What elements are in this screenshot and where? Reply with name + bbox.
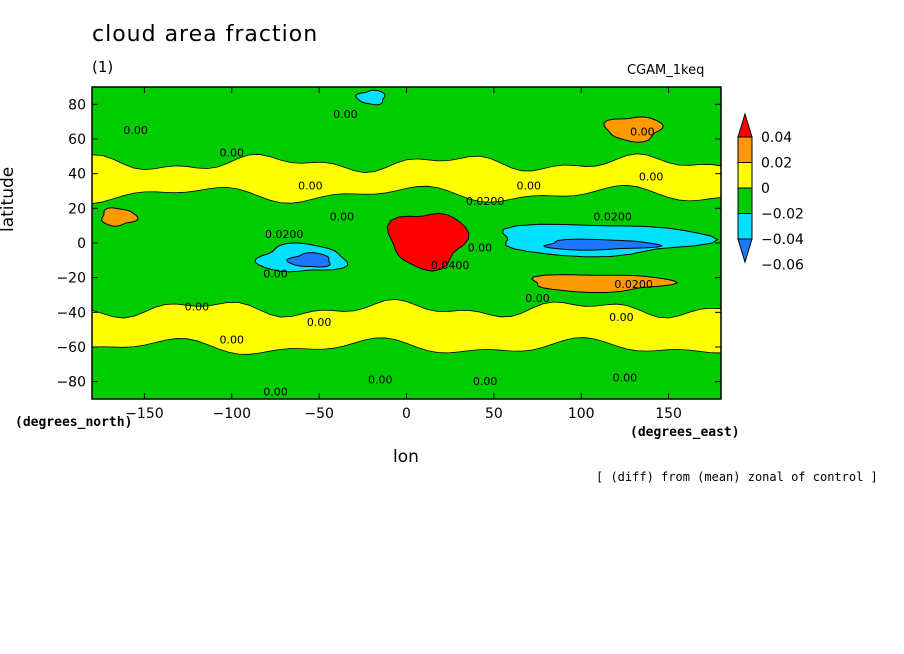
contour-label: 0.0200 (466, 195, 505, 208)
x-tick-label: 100 (568, 406, 595, 422)
contour-label: 0.00 (263, 386, 288, 399)
y-tick-label: 80 (68, 97, 86, 113)
contour-label: 0.00 (333, 108, 358, 121)
x-axis-units: (degrees_east) (630, 425, 740, 440)
contour-label: 0.00 (307, 316, 332, 329)
colorbar-swatch (737, 213, 753, 240)
contour-label: 0.00 (609, 311, 634, 324)
contour-label: 0.00 (220, 334, 245, 347)
contour-region (386, 212, 470, 272)
colorbar-label: 0.02 (761, 156, 792, 172)
colorbar-swatch (737, 162, 753, 189)
contour-label: 0.00 (613, 372, 638, 385)
colorbar-label: 0.04 (761, 130, 792, 146)
y-tick-label: 0 (77, 236, 86, 252)
y-tick-label: −60 (56, 340, 86, 356)
y-tick-label: 60 (68, 132, 86, 148)
contour-region (355, 89, 386, 106)
plot-area (92, 87, 721, 399)
colorbar-label: 0 (761, 181, 770, 197)
contour-label: 0.00 (123, 124, 148, 137)
contour-label: 0.0400 (431, 259, 470, 272)
field-background (92, 87, 721, 399)
contour-label: 0.00 (220, 146, 245, 159)
contour-band (92, 298, 721, 355)
y-axis-units: (degrees_north) (15, 415, 133, 430)
contour-label: 0.0200 (265, 228, 304, 241)
x-tick-label: 0 (402, 406, 411, 422)
y-tick-label: −20 (56, 271, 86, 287)
x-tick-label: −50 (304, 406, 334, 422)
y-tick-label: −80 (56, 375, 86, 391)
contour-label: 0.00 (639, 171, 664, 184)
contour-label: 0.00 (630, 126, 655, 139)
contour-band (92, 153, 721, 205)
plot-frame (91, 86, 722, 400)
y-tick-label: 40 (68, 167, 86, 183)
x-tick-label: 50 (485, 406, 503, 422)
chart-subtitle: (1) (92, 58, 114, 76)
contour-label: 0.00 (330, 210, 355, 223)
contour-region (530, 274, 679, 294)
contour-label: 0.00 (263, 268, 288, 281)
contour-label: 0.0200 (614, 278, 653, 291)
contour-region (286, 252, 331, 268)
contour-label: 0.00 (298, 179, 323, 192)
colorbar-label: −0.06 (761, 258, 804, 274)
y-tick-label: −40 (56, 305, 86, 321)
colorbar-label: −0.04 (761, 232, 804, 248)
contour-label: 0.00 (468, 242, 493, 255)
run-label: CGAM_1keq (627, 63, 705, 78)
y-tick-label: 20 (68, 201, 86, 217)
colorbar-swatch (737, 238, 753, 264)
contour-region (502, 223, 719, 258)
contour-label: 0.0200 (593, 210, 632, 223)
colorbar-label: −0.02 (761, 207, 804, 223)
contour-region (101, 207, 139, 227)
colorbar-swatch (737, 136, 753, 163)
contour-region (603, 116, 664, 143)
x-tick-label: 150 (655, 406, 682, 422)
contour-label: 0.00 (185, 301, 210, 314)
colorbar-swatch (737, 112, 753, 138)
x-axis-label: lon (393, 447, 419, 467)
contour-region (543, 238, 664, 251)
y-axis-label: latitude (0, 166, 18, 232)
x-tick-label: −100 (213, 406, 251, 422)
contour-label: 0.00 (525, 292, 550, 305)
contour-region (254, 242, 349, 273)
chart-note: [ (diff) from (mean) zonal of control ] (596, 470, 878, 484)
contour-label: 0.00 (473, 375, 498, 388)
contour-label: 0.00 (517, 179, 542, 192)
chart-title: cloud area fraction (92, 22, 319, 47)
colorbar: 0.04 0.02 0 −0.02 −0.04 −0.06 (737, 112, 804, 274)
colorbar-swatch (737, 187, 753, 214)
contour-label: 0.00 (368, 373, 393, 386)
